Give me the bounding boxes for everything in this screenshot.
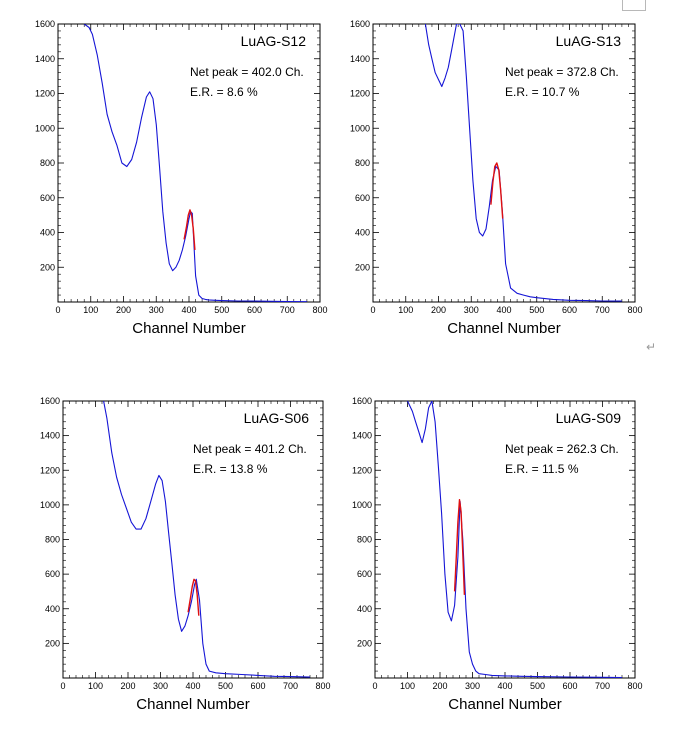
x-tick-label: 300 [149, 305, 164, 315]
panel-title: LuAG-S09 [556, 410, 622, 426]
y-tick-label: 1400 [40, 431, 60, 441]
x-tick-label: 200 [431, 305, 446, 315]
x-axis-label: Channel Number [132, 320, 245, 337]
x-tick-label: 400 [185, 681, 200, 691]
annotation-text: E.R. = 11.5 % [505, 462, 579, 476]
annotation-text: E.R. = 8.6 % [190, 85, 258, 99]
x-axis-label: Channel Number [136, 696, 249, 713]
x-tick-label: 700 [283, 681, 298, 691]
y-tick-label: 200 [45, 638, 60, 648]
x-tick-label: 300 [153, 681, 168, 691]
x-tick-label: 100 [88, 681, 103, 691]
x-tick-label: 400 [497, 681, 512, 691]
x-tick-label: 700 [280, 305, 295, 315]
x-tick-label: 800 [627, 681, 642, 691]
peak-fit-line [187, 578, 200, 616]
y-tick-label: 1200 [35, 89, 55, 99]
spectrum-panel: 0 100 200 300 400 500 600 700 800 200 400 600 800 100… [352, 396, 643, 713]
y-tick-label: 400 [355, 228, 370, 238]
y-tick-label: 1000 [350, 123, 370, 133]
panel-title: LuAG-S06 [244, 410, 310, 426]
x-tick-label: 600 [562, 305, 577, 315]
annotation-text: E.R. = 13.8 % [193, 462, 268, 476]
x-tick-label: 700 [595, 681, 610, 691]
y-tick-label: 400 [357, 604, 372, 614]
y-tick-label: 1000 [40, 500, 60, 510]
panel-title: LuAG-S12 [241, 33, 307, 49]
x-axis-label: Channel Number [447, 320, 560, 337]
x-axis-label: Channel Number [448, 696, 561, 713]
y-tick-label: 1400 [352, 431, 372, 441]
y-tick-label: 400 [40, 228, 55, 238]
x-tick-label: 100 [400, 681, 415, 691]
x-tick-label: 0 [370, 305, 375, 315]
y-tick-label: 1600 [35, 19, 55, 29]
x-tick-label: 0 [372, 681, 377, 691]
spectrum-panel: 0 100 200 300 400 500 600 700 800 200 400 600 800 100… [350, 19, 643, 337]
x-tick-label: 500 [218, 681, 233, 691]
spectrum-panel: 0 100 200 300 400 500 600 700 800 200 400 600 800 100… [40, 396, 331, 713]
y-tick-label: 1400 [350, 54, 370, 64]
x-tick-label: 600 [250, 681, 265, 691]
y-tick-label: 1600 [40, 396, 60, 406]
y-tick-label: 800 [357, 535, 372, 545]
y-tick-label: 1600 [350, 19, 370, 29]
y-tick-label: 1000 [35, 123, 55, 133]
annotation-text: Net peak = 262.3 Ch. [505, 442, 619, 456]
peak-fit-line [183, 209, 196, 250]
x-tick-label: 400 [181, 305, 196, 315]
spectrum-panel: 0 100 200 300 400 500 600 700 800 200 400 600 800 100… [35, 19, 328, 337]
x-tick-label: 600 [562, 681, 577, 691]
x-tick-label: 500 [529, 305, 544, 315]
x-tick-label: 200 [120, 681, 135, 691]
y-tick-label: 600 [45, 569, 60, 579]
spectrum-line [424, 24, 622, 302]
y-tick-label: 1400 [35, 54, 55, 64]
y-tick-label: 600 [40, 193, 55, 203]
x-tick-label: 600 [247, 305, 262, 315]
y-tick-label: 800 [355, 158, 370, 168]
y-tick-label: 800 [45, 535, 60, 545]
y-tick-label: 1000 [352, 500, 372, 510]
spectrum-line [83, 24, 307, 302]
annotation-text: E.R. = 10.7 % [505, 85, 580, 99]
annotation-text: Net peak = 402.0 Ch. [190, 65, 304, 79]
x-tick-label: 200 [116, 305, 131, 315]
x-tick-label: 200 [432, 681, 447, 691]
y-tick-label: 200 [355, 262, 370, 272]
paragraph-return-mark: ↵ [646, 340, 657, 354]
spectrum-line [103, 401, 311, 678]
x-tick-label: 400 [496, 305, 511, 315]
x-tick-label: 800 [627, 305, 642, 315]
panel-title: LuAG-S13 [556, 33, 622, 49]
corner-frame [622, 0, 646, 11]
annotation-text: Net peak = 401.2 Ch. [193, 442, 307, 456]
peak-fit-line [490, 162, 504, 219]
x-tick-label: 800 [315, 681, 330, 691]
y-tick-label: 600 [357, 569, 372, 579]
y-tick-label: 800 [40, 158, 55, 168]
y-tick-label: 1200 [350, 89, 370, 99]
x-tick-label: 0 [60, 681, 65, 691]
y-tick-label: 1200 [40, 465, 60, 475]
x-tick-label: 700 [595, 305, 610, 315]
y-tick-label: 200 [40, 262, 55, 272]
annotation-text: Net peak = 372.8 Ch. [505, 65, 619, 79]
y-tick-label: 1200 [352, 465, 372, 475]
x-tick-label: 500 [530, 681, 545, 691]
x-tick-label: 300 [465, 681, 480, 691]
y-tick-label: 200 [357, 638, 372, 648]
x-tick-label: 100 [83, 305, 98, 315]
x-tick-label: 800 [312, 305, 327, 315]
peak-fit-line [453, 499, 466, 595]
x-tick-label: 100 [398, 305, 413, 315]
y-tick-label: 600 [355, 193, 370, 203]
x-tick-label: 300 [464, 305, 479, 315]
x-tick-label: 500 [214, 305, 229, 315]
y-tick-label: 400 [45, 604, 60, 614]
y-tick-label: 1600 [352, 396, 372, 406]
x-tick-label: 0 [55, 305, 60, 315]
spectrum-line [407, 401, 623, 678]
